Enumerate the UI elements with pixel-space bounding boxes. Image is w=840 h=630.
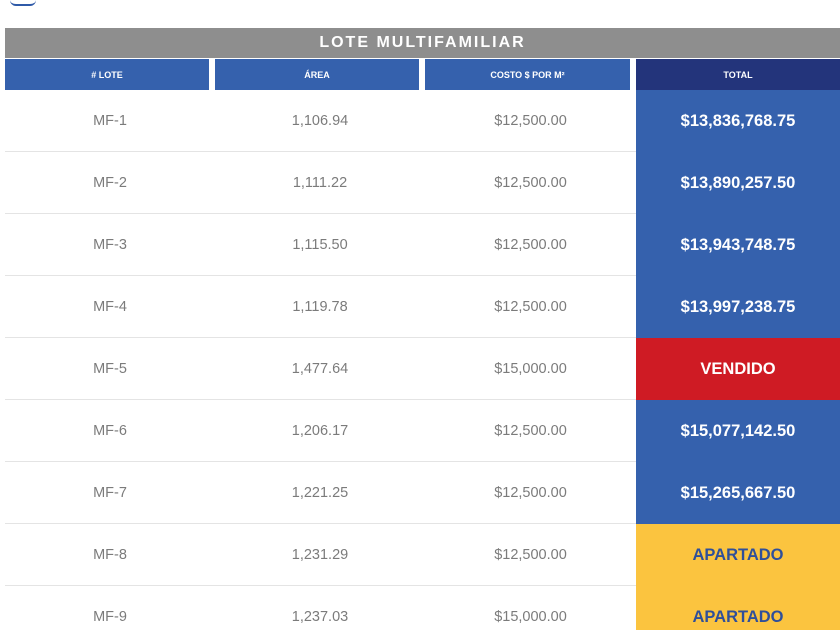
cell-total: $13,997,238.75 (636, 276, 840, 338)
cell-total: $15,077,142.50 (636, 400, 840, 462)
cell-lote: MF-8 (93, 546, 127, 563)
header-costo: COSTO $ POR M² (425, 59, 630, 90)
cell-costo: $15,000.00 (494, 360, 567, 377)
cell-area: 1,237.03 (291, 608, 349, 625)
table-row: MF-6 1,206.17 $12,500.00 $15,077,142.50 (5, 400, 840, 462)
cell-total: VENDIDO (636, 338, 840, 400)
cell-total: $13,943,748.75 (636, 214, 840, 276)
cell-area: 1,111.22 (292, 174, 348, 191)
table-row: MF-3 1,115.50 $12,500.00 $13,943,748.75 (5, 214, 840, 276)
cell-total: APARTADO (636, 586, 840, 630)
cell-total: $13,890,257.50 (636, 152, 840, 214)
cell-costo: $12,500.00 (494, 546, 567, 563)
cell-area: 1,477.64 (291, 360, 349, 377)
table-row: MF-1 1,106.94 $12,500.00 $13,836,768.75 (5, 90, 840, 152)
table-row: MF-4 1,119.78 $12,500.00 $13,997,238.75 (5, 276, 840, 338)
cell-total: $15,265,667.50 (636, 462, 840, 524)
cell-costo: $12,500.00 (494, 484, 567, 501)
cell-costo: $12,500.00 (494, 298, 567, 315)
cell-total: $13,836,768.75 (636, 90, 840, 152)
cell-lote: MF-7 (93, 484, 127, 501)
cell-costo: $12,500.00 (494, 174, 567, 191)
table-row: MF-7 1,221.25 $12,500.00 $15,265,667.50 (5, 462, 840, 524)
cell-area: 1,206.17 (291, 422, 349, 439)
cell-lote: MF-9 (93, 608, 127, 625)
cell-area: 1,119.78 (292, 298, 348, 315)
table-row: MF-9 1,237.03 $15,000.00 APARTADO (5, 586, 840, 630)
table-header-row: # LOTE ÁREA COSTO $ POR M² TOTAL (5, 59, 840, 90)
cell-lote: MF-5 (93, 360, 127, 377)
logo-fragment (10, 0, 36, 6)
table-body: MF-1 1,106.94 $12,500.00 $13,836,768.75 MF-2… (5, 90, 840, 630)
cell-lote: MF-2 (93, 174, 127, 191)
cell-costo: $12,500.00 (494, 112, 567, 129)
table-title: LOTE MULTIFAMILIAR (5, 28, 840, 58)
table-row: MF-2 1,111.22 $12,500.00 $13,890,257.50 (5, 152, 840, 214)
table-row: MF-5 1,477.64 $15,000.00 VENDIDO (5, 338, 840, 400)
cell-area: 1,221.25 (291, 484, 349, 501)
cell-lote: MF-1 (93, 112, 127, 129)
cell-costo: $12,500.00 (494, 236, 567, 253)
cell-area: 1,106.94 (291, 112, 349, 129)
cell-lote: MF-4 (93, 298, 127, 315)
cell-area: 1,115.50 (292, 236, 348, 253)
cell-lote: MF-3 (93, 236, 127, 253)
cell-costo: $15,000.00 (494, 608, 567, 625)
header-lote: # LOTE (5, 59, 209, 90)
table-row: MF-8 1,231.29 $12,500.00 APARTADO (5, 524, 840, 586)
cell-costo: $12,500.00 (494, 422, 567, 439)
header-total: TOTAL (636, 59, 840, 90)
cell-lote: MF-6 (93, 422, 127, 439)
header-area: ÁREA (215, 59, 419, 90)
cell-total: APARTADO (636, 524, 840, 586)
cell-area: 1,231.29 (291, 546, 349, 563)
lot-price-table: LOTE MULTIFAMILIAR # LOTE ÁREA COSTO $ P… (5, 28, 840, 630)
